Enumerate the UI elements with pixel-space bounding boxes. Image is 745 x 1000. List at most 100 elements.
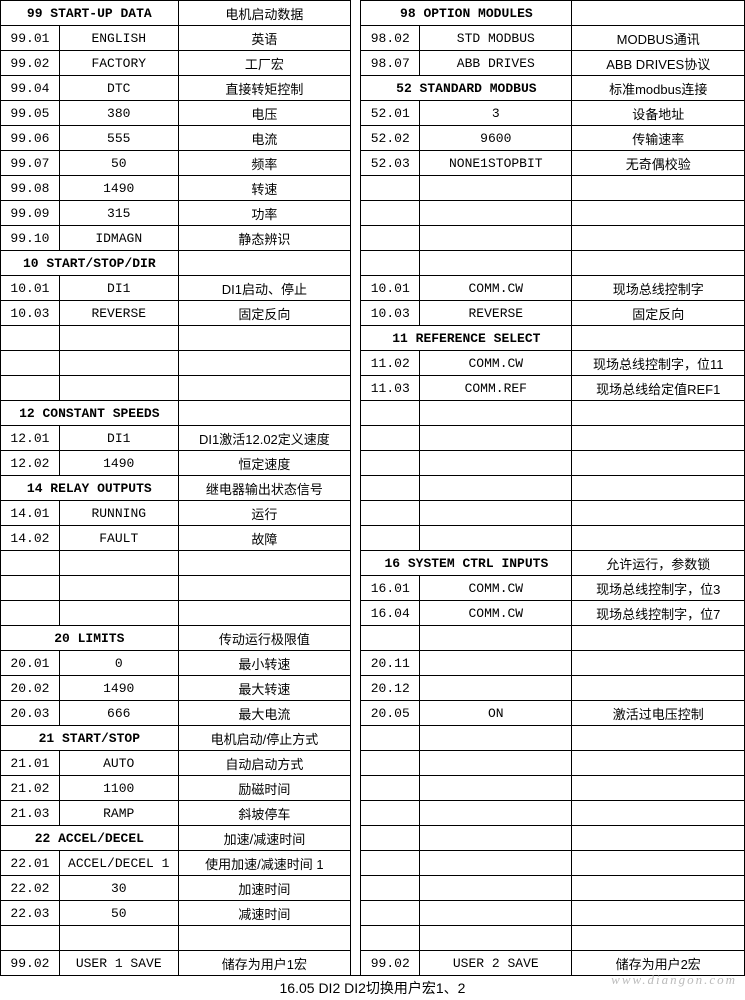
param-desc: 现场总线控制字，位7	[572, 601, 745, 626]
table-row: 14.01 RUNNING 运行	[1, 501, 745, 526]
table-row: 22.01 ACCEL/DECEL 1 使用加速/减速时间 1	[1, 851, 745, 876]
table-row: 21.02 1100 励磁时间	[1, 776, 745, 801]
empty-cell	[178, 551, 351, 576]
param-code: 22.02	[1, 876, 60, 901]
empty-cell	[1, 326, 60, 351]
param-code: 52.02	[361, 126, 420, 151]
param-value: DI1	[59, 426, 178, 451]
param-value: REVERSE	[59, 301, 178, 326]
empty-cell	[1, 551, 60, 576]
gap-cell	[351, 676, 361, 701]
param-value: 315	[59, 201, 178, 226]
param-value: FACTORY	[59, 51, 178, 76]
param-code: 52.01	[361, 101, 420, 126]
param-desc: 现场总线控制字	[572, 276, 745, 301]
gap-cell	[351, 501, 361, 526]
table-row: 99.02 FACTORY 工厂宏98.07 ABB DRIVES ABB DR…	[1, 51, 745, 76]
empty-cell	[361, 751, 420, 776]
empty-cell	[59, 326, 178, 351]
param-code: 99.02	[1, 951, 60, 976]
param-value: 30	[59, 876, 178, 901]
param-value: 0	[59, 651, 178, 676]
empty-cell	[1, 601, 60, 626]
empty-cell	[420, 851, 572, 876]
section-header: 21 START/STOP	[1, 726, 179, 751]
gap-cell	[351, 101, 361, 126]
section-header: 11 REFERENCE SELECT	[361, 326, 572, 351]
table-row: 10 START/STOP/DIR	[1, 251, 745, 276]
param-value: STD MODBUS	[420, 26, 572, 51]
param-code: 21.03	[1, 801, 60, 826]
empty-cell	[420, 626, 572, 651]
table-row: 99.01 ENGLISH 英语98.02 STD MODBUS MODBUS通…	[1, 26, 745, 51]
gap-cell	[351, 451, 361, 476]
param-code: 20.11	[361, 651, 420, 676]
param-code: 20.03	[1, 701, 60, 726]
table-row: 11 REFERENCE SELECT	[1, 326, 745, 351]
section-header-cn	[572, 326, 745, 351]
empty-cell	[420, 876, 572, 901]
empty-cell	[572, 201, 745, 226]
empty-cell	[572, 226, 745, 251]
empty-cell	[572, 751, 745, 776]
param-value: ENGLISH	[59, 26, 178, 51]
empty-cell	[420, 901, 572, 926]
param-code: 99.02	[361, 951, 420, 976]
gap-cell	[351, 376, 361, 401]
param-desc: 设备地址	[572, 101, 745, 126]
param-code: 98.02	[361, 26, 420, 51]
empty-cell	[572, 826, 745, 851]
empty-cell	[420, 226, 572, 251]
empty-cell	[178, 601, 351, 626]
table-row: 11.03 COMM.REF 现场总线给定值REF1	[1, 376, 745, 401]
param-value: COMM.CW	[420, 351, 572, 376]
param-value: NONE1STOPBIT	[420, 151, 572, 176]
table-row: 20.03 666 最大电流20.05 ON 激活过电压控制	[1, 701, 745, 726]
empty-cell	[361, 801, 420, 826]
gap-cell	[351, 576, 361, 601]
gap-cell	[351, 776, 361, 801]
param-code: 12.02	[1, 451, 60, 476]
gap-cell	[351, 626, 361, 651]
gap-cell	[351, 26, 361, 51]
param-code: 99.08	[1, 176, 60, 201]
gap-cell	[351, 601, 361, 626]
table-row: 10.03 REVERSE 固定反向10.03 REVERSE 固定反向	[1, 301, 745, 326]
empty-cell	[420, 176, 572, 201]
table-row: 20 LIMITS 传动运行极限值	[1, 626, 745, 651]
section-header: 20 LIMITS	[1, 626, 179, 651]
param-code: 10.01	[1, 276, 60, 301]
param-code: 99.05	[1, 101, 60, 126]
param-desc: 现场总线控制字，位3	[572, 576, 745, 601]
param-desc: 固定反向	[572, 301, 745, 326]
param-value: 1100	[59, 776, 178, 801]
table-row: 99.04 DTC 直接转矩控制52 STANDARD MODBUS 标准mod…	[1, 76, 745, 101]
table-row: 12 CONSTANT SPEEDS	[1, 401, 745, 426]
gap-cell	[351, 726, 361, 751]
table-row: 20.01 0 最小转速20.11	[1, 651, 745, 676]
empty-cell	[59, 576, 178, 601]
param-value: DI1	[59, 276, 178, 301]
param-code: 21.01	[1, 751, 60, 776]
empty-cell	[361, 926, 420, 951]
table-row: 14.02 FAULT 故障	[1, 526, 745, 551]
empty-cell	[420, 726, 572, 751]
gap-cell	[351, 301, 361, 326]
gap-cell	[351, 551, 361, 576]
empty-cell	[361, 501, 420, 526]
empty-cell	[178, 926, 351, 951]
gap-cell	[351, 851, 361, 876]
table-row: 12.01 DI1 DI1激活12.02定义速度	[1, 426, 745, 451]
gap-cell	[351, 751, 361, 776]
table-row: 99 START-UP DATA 电机启动数据98 OPTION MODULES	[1, 1, 745, 26]
gap-cell	[351, 801, 361, 826]
gap-cell	[351, 401, 361, 426]
gap-cell	[351, 1, 361, 26]
param-value	[420, 676, 572, 701]
gap-cell	[351, 76, 361, 101]
empty-cell	[361, 526, 420, 551]
gap-cell	[351, 276, 361, 301]
empty-cell	[572, 726, 745, 751]
gap-cell	[351, 426, 361, 451]
table-row: 16.04 COMM.CW 现场总线控制字，位7	[1, 601, 745, 626]
